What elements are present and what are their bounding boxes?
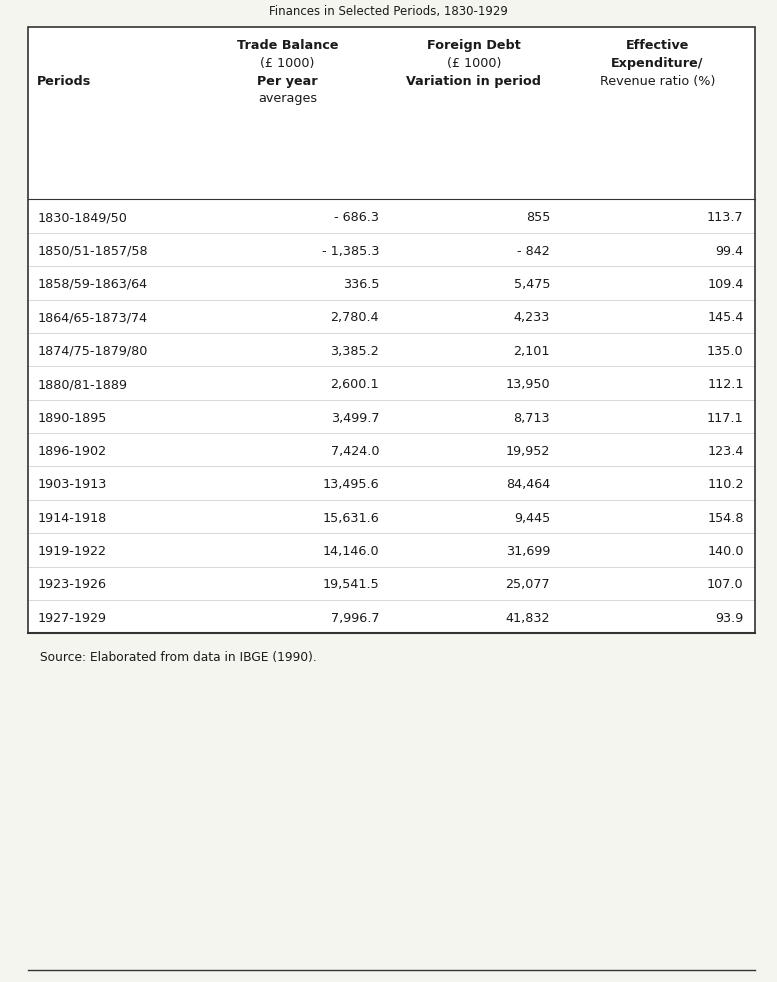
Text: Effective: Effective <box>625 39 689 52</box>
Text: 1864/65-1873/74: 1864/65-1873/74 <box>37 311 148 324</box>
Text: Finances in Selected Periods, 1830-1929: Finances in Selected Periods, 1830-1929 <box>269 5 508 18</box>
Text: 113.7: 113.7 <box>707 211 744 224</box>
Text: 1919-1922: 1919-1922 <box>37 545 106 558</box>
Text: Trade Balance: Trade Balance <box>237 39 338 52</box>
Text: 110.2: 110.2 <box>707 478 744 491</box>
Text: 109.4: 109.4 <box>707 278 744 291</box>
Text: 84,464: 84,464 <box>506 478 550 491</box>
Text: - 1,385.3: - 1,385.3 <box>322 245 379 257</box>
Text: 1850/51-1857/58: 1850/51-1857/58 <box>37 245 148 257</box>
Text: 2,780.4: 2,780.4 <box>330 311 379 324</box>
Text: 1903-1913: 1903-1913 <box>37 478 106 491</box>
Text: 1927-1929: 1927-1929 <box>37 612 106 625</box>
Text: 1858/59-1863/64: 1858/59-1863/64 <box>37 278 148 291</box>
Text: 7,996.7: 7,996.7 <box>331 612 379 625</box>
Text: 2,101: 2,101 <box>514 345 550 357</box>
Bar <box>28 27 755 633</box>
Text: 13,950: 13,950 <box>506 378 550 391</box>
Text: 1830-1849/50: 1830-1849/50 <box>37 211 127 224</box>
Text: 15,631.6: 15,631.6 <box>322 512 379 524</box>
Text: 336.5: 336.5 <box>343 278 379 291</box>
Text: Periods: Periods <box>37 75 92 87</box>
Text: 1923-1926: 1923-1926 <box>37 578 106 591</box>
Text: averages: averages <box>258 92 317 105</box>
Text: - 842: - 842 <box>517 245 550 257</box>
Text: 13,495.6: 13,495.6 <box>322 478 379 491</box>
Text: 117.1: 117.1 <box>707 411 744 424</box>
Text: Variation in period: Variation in period <box>406 75 542 87</box>
Text: (£ 1000): (£ 1000) <box>447 57 501 70</box>
Text: 5,475: 5,475 <box>514 278 550 291</box>
Text: 9,445: 9,445 <box>514 512 550 524</box>
Text: 154.8: 154.8 <box>707 512 744 524</box>
Text: 123.4: 123.4 <box>707 445 744 458</box>
Text: 31,699: 31,699 <box>506 545 550 558</box>
Text: 135.0: 135.0 <box>707 345 744 357</box>
Text: Per year: Per year <box>257 75 318 87</box>
Text: 3,499.7: 3,499.7 <box>331 411 379 424</box>
Text: 2,600.1: 2,600.1 <box>330 378 379 391</box>
Text: 14,146.0: 14,146.0 <box>322 545 379 558</box>
Text: 8,713: 8,713 <box>514 411 550 424</box>
Bar <box>28 27 755 633</box>
Text: Revenue ratio (%): Revenue ratio (%) <box>600 75 715 87</box>
Text: 1914-1918: 1914-1918 <box>37 512 106 524</box>
Text: 1874/75-1879/80: 1874/75-1879/80 <box>37 345 148 357</box>
Text: Foreign Debt: Foreign Debt <box>427 39 521 52</box>
Text: 107.0: 107.0 <box>707 578 744 591</box>
Text: 41,832: 41,832 <box>506 612 550 625</box>
Text: 19,952: 19,952 <box>506 445 550 458</box>
Text: 7,424.0: 7,424.0 <box>331 445 379 458</box>
Text: 4,233: 4,233 <box>514 311 550 324</box>
Text: 99.4: 99.4 <box>716 245 744 257</box>
Text: 1896-1902: 1896-1902 <box>37 445 106 458</box>
Text: 112.1: 112.1 <box>707 378 744 391</box>
Text: (£ 1000): (£ 1000) <box>260 57 315 70</box>
Text: 1880/81-1889: 1880/81-1889 <box>37 378 127 391</box>
Text: Expenditure/: Expenditure/ <box>611 57 703 70</box>
Text: Source: Elaborated from data in IBGE (1990).: Source: Elaborated from data in IBGE (19… <box>40 651 316 664</box>
Text: 93.9: 93.9 <box>716 612 744 625</box>
Text: 1890-1895: 1890-1895 <box>37 411 106 424</box>
Text: 145.4: 145.4 <box>707 311 744 324</box>
Text: 25,077: 25,077 <box>506 578 550 591</box>
Text: - 686.3: - 686.3 <box>334 211 379 224</box>
Text: 19,541.5: 19,541.5 <box>322 578 379 591</box>
Text: 855: 855 <box>526 211 550 224</box>
Text: 140.0: 140.0 <box>707 545 744 558</box>
Text: 3,385.2: 3,385.2 <box>330 345 379 357</box>
